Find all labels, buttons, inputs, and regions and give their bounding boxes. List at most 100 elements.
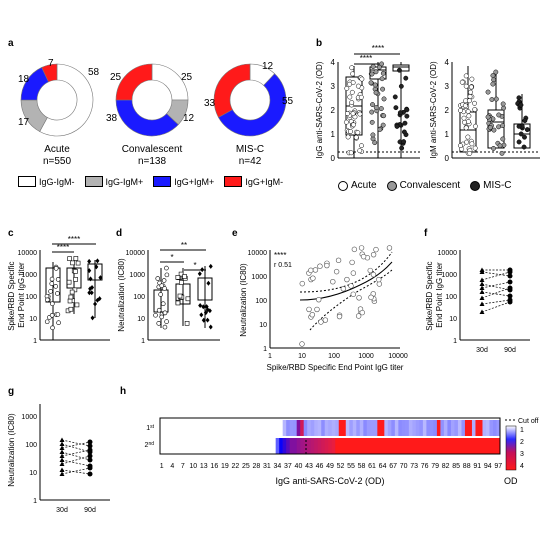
heatmap-cell-2nd: [261, 438, 266, 454]
scatter-e: [299, 245, 393, 347]
dot-acute: [472, 145, 478, 151]
heatmap-cell-1st: [167, 420, 171, 436]
dot-c-convalescent: [75, 260, 81, 266]
dot-convalescent: [485, 89, 491, 95]
legend-item-label: Convalescent: [399, 180, 461, 191]
scatter-point: [324, 262, 330, 269]
heatmap-cell-1st: [223, 420, 227, 436]
dot-d-convalescent: [178, 271, 184, 277]
tick-label: 31: [263, 463, 271, 470]
heatmap-cell-2nd: [279, 438, 283, 454]
donut-acute: [20, 63, 94, 137]
dot-acute: [469, 141, 475, 147]
scatter-point: [299, 341, 305, 347]
dot-d-acute: [160, 301, 166, 306]
dot-c-acute: [44, 319, 50, 325]
dot-acute: [464, 139, 470, 145]
heatmap-cell-1st: [482, 420, 487, 436]
heatmap-cell-2nd: [349, 438, 354, 454]
dot-convalescent: [377, 126, 383, 132]
heatmap-cell-1st: [433, 420, 438, 436]
dot-convalescent: [373, 90, 379, 96]
dot-c-acute: [55, 277, 61, 282]
pair-line: [481, 283, 511, 291]
heatmap-h: [160, 420, 501, 454]
heatmap-cell-1st: [163, 420, 168, 436]
dot-convalescent: [369, 119, 375, 125]
heatmap-cell-2nd: [429, 438, 434, 454]
pair-line: [61, 451, 91, 461]
dot-d-acute: [153, 312, 158, 318]
heatmap-cell-2nd: [380, 438, 385, 454]
heatmap-cell-1st: [240, 420, 245, 436]
point-30d: [59, 449, 65, 454]
sig-label: ****: [372, 44, 384, 53]
dot-acute: [463, 83, 469, 89]
heatmap-cell-2nd: [366, 438, 371, 454]
dot-c-convalescent: [73, 256, 79, 261]
legend-item-label: IgG-IgM+: [105, 176, 144, 187]
dot-acute: [472, 100, 477, 106]
tick-label: 100: [25, 442, 37, 449]
heatmap-cell-1st: [440, 420, 445, 436]
heatmap-cell-1st: [307, 420, 312, 436]
dot-convalescent: [487, 125, 493, 130]
tick-label: 73: [410, 463, 418, 470]
scatter-point: [299, 280, 305, 287]
panel-label-d: d: [116, 228, 123, 239]
heatmap-cell-1st: [226, 420, 231, 436]
heatmap-cell-1st: [177, 420, 182, 436]
tick-label: 1000: [129, 272, 145, 279]
point-90d: [87, 465, 93, 471]
dot-c-misc: [87, 258, 92, 264]
dot-c-acute: [50, 325, 55, 331]
tick-label: 10000: [126, 250, 146, 257]
tick-label: 10: [189, 463, 197, 470]
heatmap-cell-2nd: [359, 438, 364, 454]
dot-d-acute: [156, 307, 162, 313]
dot-misc: [401, 139, 407, 145]
dot-convalescent: [372, 82, 378, 88]
tick-label: 4: [170, 463, 174, 470]
dot-c-convalescent: [67, 298, 73, 304]
heatmap-cell-1st: [300, 420, 305, 436]
tick-label: 0: [445, 154, 450, 163]
heatmap-cell-1st: [191, 420, 196, 436]
axis-label: Spike/RBD Specific End Point IgG titer: [7, 259, 26, 331]
dot-misc: [518, 102, 524, 108]
panel-f-axes: [459, 250, 530, 341]
heatmap-cell-1st: [265, 420, 269, 436]
tick-label: 13: [200, 463, 208, 470]
heatmap-cell-2nd: [331, 438, 336, 454]
tick-label: 55: [347, 463, 355, 470]
dot-acute: [465, 134, 471, 140]
donut-name-acute: Acute: [44, 144, 70, 155]
panel-b-left-axes: [337, 62, 420, 159]
heatmap-cell-1st: [454, 420, 459, 436]
heatmap-cell-2nd: [324, 438, 329, 454]
heatmap-cell-2nd: [363, 438, 368, 454]
heatmap-cell-1st: [289, 420, 294, 436]
dot-acute: [458, 108, 463, 113]
heatmap-cell-1st: [345, 420, 350, 436]
slice-label: 12: [262, 61, 274, 72]
heatmap-cell-1st: [426, 420, 431, 436]
donut-misc: [213, 63, 287, 137]
tick-label: 94: [484, 463, 492, 470]
dot-convalescent: [490, 81, 496, 87]
heatmap-cell-2nd: [202, 438, 206, 454]
tick-label: 85: [452, 463, 460, 470]
scatter-point: [308, 267, 314, 274]
heatmap-cell-2nd: [230, 438, 234, 454]
heatmap-cell-1st: [359, 420, 364, 436]
heatmap-cell-1st: [489, 420, 494, 436]
scatter-point: [348, 283, 354, 289]
axis-label: IgG anti-SARS-CoV-2 (OD): [315, 61, 324, 158]
sig-label: **: [181, 241, 187, 250]
tick-label: 2: [331, 106, 336, 115]
ci-lower: [309, 269, 393, 331]
panel-label-c: c: [8, 228, 14, 239]
panel-label-h: h: [120, 386, 127, 397]
point-90d: [507, 279, 513, 285]
heatmap-cell-1st: [387, 420, 392, 436]
